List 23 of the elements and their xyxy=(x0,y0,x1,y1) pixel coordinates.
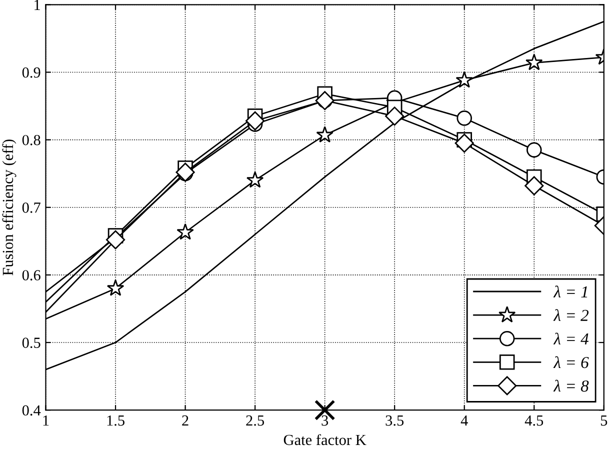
y-axis-title: Fusion efficiency (eff) xyxy=(2,140,16,276)
x-tick-label: 4 xyxy=(460,415,468,426)
x-tick-label: 3.5 xyxy=(386,415,404,426)
legend-label: λ = 4 xyxy=(553,332,589,344)
x-tick-label: 5 xyxy=(600,416,608,426)
y-tick-label: 0.7 xyxy=(22,202,40,213)
x-tick-label: 4.5 xyxy=(524,415,544,426)
legend-label: λ = 2 xyxy=(553,309,589,321)
x-tick-label: 1 xyxy=(43,415,49,426)
x-tick-label: 1.5 xyxy=(107,415,124,426)
y-tick-label: 1 xyxy=(34,0,40,10)
x-tick-label: 2.5 xyxy=(246,415,264,426)
y-tick-label: 0.5 xyxy=(22,338,40,348)
y-tick-label: 0.4 xyxy=(22,405,41,416)
legend-label: λ = 1 xyxy=(553,286,588,298)
y-tick-label: 0.9 xyxy=(22,67,40,78)
legend-label: λ = 6 xyxy=(553,356,589,368)
x-tick-label: 2 xyxy=(182,415,188,426)
x-axis-title: Gate factor K xyxy=(284,434,366,446)
y-tick-label: 0.8 xyxy=(22,134,40,146)
y-tick-label: 0.6 xyxy=(22,270,40,280)
x-tick-label: 3 xyxy=(322,415,328,426)
legend-label: λ = 8 xyxy=(553,380,589,392)
